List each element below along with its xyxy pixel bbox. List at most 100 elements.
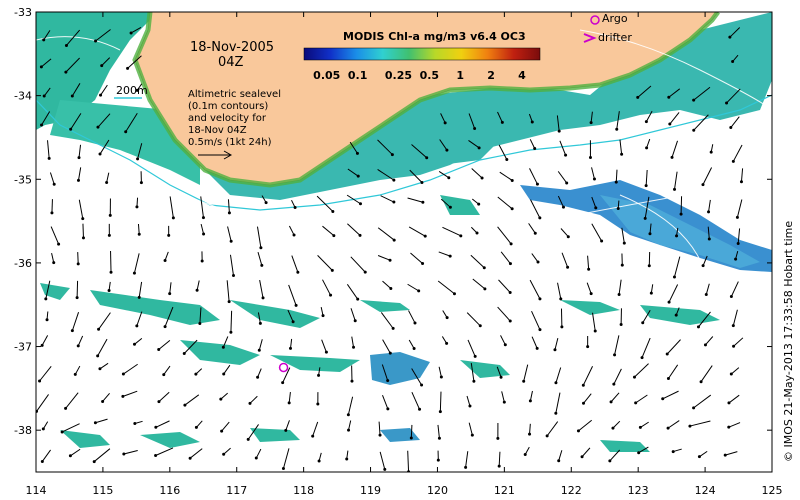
velocity-arrow	[736, 199, 743, 218]
velocity-arrow	[732, 309, 738, 326]
velocity-arrow	[282, 448, 290, 469]
velocity-arrow	[702, 167, 713, 185]
velocity-arrow-head	[107, 233, 111, 237]
velocity-arrow	[440, 113, 446, 124]
velocity-arrow-head	[93, 421, 97, 425]
velocity-arrow	[667, 420, 680, 429]
velocity-arrow	[125, 112, 138, 133]
velocity-arrow-head	[363, 270, 367, 274]
velocity-arrow-head	[587, 267, 591, 271]
velocity-arrow	[730, 281, 739, 297]
velocity-arrow-head	[448, 254, 452, 258]
velocity-arrow-head	[257, 348, 261, 352]
velocity-arrow	[497, 306, 511, 322]
velocity-arrow	[377, 227, 395, 241]
velocity-arrow-head	[666, 377, 670, 381]
velocity-arrow-head	[727, 425, 731, 429]
velocity-arrow	[699, 450, 708, 458]
velocity-arrow	[705, 336, 714, 346]
velocity-arrow	[693, 86, 711, 101]
velocity-arrow-head	[636, 95, 640, 99]
velocity-arrow	[740, 168, 744, 182]
velocity-arrow	[130, 27, 142, 34]
velocity-arrow-head	[256, 375, 260, 379]
velocity-arrow-head	[44, 297, 48, 301]
colorbar-ticks: 0.05 0.1 0.25 0.5 1 2 4	[313, 69, 526, 82]
velocity-arrow-head	[413, 321, 417, 325]
velocity-arrow	[470, 254, 485, 269]
velocity-arrow-head	[589, 292, 593, 296]
velocity-arrow-head	[254, 456, 258, 460]
velocity-arrow-head	[600, 239, 604, 243]
velocity-arrow-head	[593, 329, 597, 333]
velocity-arrow-head	[47, 156, 51, 160]
velocity-arrow	[47, 140, 50, 159]
velocity-arrow	[349, 141, 358, 154]
velocity-arrow-head	[727, 401, 731, 405]
velocity-arrow-head	[637, 451, 641, 455]
velocity-arrow-head	[183, 403, 187, 407]
velocity-arrow-head	[473, 354, 477, 358]
velocity-arrow-head	[545, 434, 549, 438]
velocity-arrow	[408, 226, 426, 237]
argo-legend-label: Argo	[602, 12, 628, 25]
y-tick-label: -34	[14, 90, 32, 103]
velocity-arrow	[155, 420, 170, 428]
svg-text:Altimetric sealevel: Altimetric sealevel	[188, 89, 281, 100]
velocity-arrow-head	[291, 320, 295, 324]
velocity-arrow-head	[589, 121, 593, 125]
velocity-arrow	[256, 226, 262, 248]
velocity-arrow	[70, 113, 82, 130]
velocity-arrow	[347, 396, 354, 415]
velocity-arrow	[616, 111, 620, 130]
velocity-arrow	[41, 58, 52, 68]
velocity-arrow-head	[42, 94, 46, 98]
velocity-arrow-head	[468, 404, 472, 408]
sealevel-contours	[36, 29, 772, 261]
velocity-arrow	[288, 225, 295, 236]
velocity-arrow	[257, 312, 261, 324]
velocity-arrow	[644, 196, 650, 219]
velocity-arrow-head	[505, 158, 509, 162]
velocity-arrow-head	[182, 351, 186, 355]
velocity-arrow	[409, 169, 423, 183]
velocity-arrow	[591, 167, 595, 180]
velocity-arrow-head	[667, 300, 671, 304]
velocity-arrow	[729, 27, 741, 38]
velocity-arrow-head	[69, 127, 73, 131]
velocity-arrow-head	[345, 457, 349, 461]
velocity-arrow	[289, 338, 293, 349]
colorbar-title: MODIS Chl-a mg/m3 v6.4 OC3	[343, 30, 526, 43]
velocity-arrow	[382, 339, 391, 354]
velocity-arrow-head	[699, 380, 703, 384]
velocity-arrow-head	[499, 375, 503, 379]
velocity-arrow-head	[647, 264, 651, 268]
velocity-arrow	[381, 364, 389, 381]
velocity-arrow	[158, 339, 171, 350]
velocity-arrow	[641, 337, 651, 358]
velocity-arrow-head	[566, 235, 570, 239]
velocity-arrow-head	[76, 344, 80, 348]
velocity-arrow-head	[725, 101, 729, 105]
velocity-arrow-head	[92, 460, 96, 464]
velocity-arrow	[408, 310, 416, 324]
credit-text: © IMOS 21-May-2013 17:33:58 Hobart time	[782, 220, 795, 462]
velocity-arrow-head	[316, 402, 320, 406]
velocity-arrow	[411, 368, 422, 386]
velocity-arrow-head	[452, 292, 456, 296]
velocity-arrow-head	[445, 148, 449, 152]
velocity-arrow-head	[168, 292, 172, 296]
velocity-arrow-head	[553, 348, 557, 352]
velocity-arrow-head	[73, 372, 77, 376]
velocity-arrow-head	[98, 152, 102, 156]
velocity-arrow-head	[64, 406, 68, 410]
velocity-arrow	[312, 421, 319, 437]
velocity-arrow	[66, 29, 81, 46]
velocity-arrow-head	[121, 394, 125, 398]
velocity-arrow-head	[473, 126, 477, 130]
time-label: 04Z	[218, 55, 244, 70]
velocity-arrow	[169, 282, 172, 294]
velocity-arrow-head	[386, 379, 390, 383]
velocity-arrow	[668, 88, 681, 98]
velocity-arrow-head	[528, 432, 532, 436]
